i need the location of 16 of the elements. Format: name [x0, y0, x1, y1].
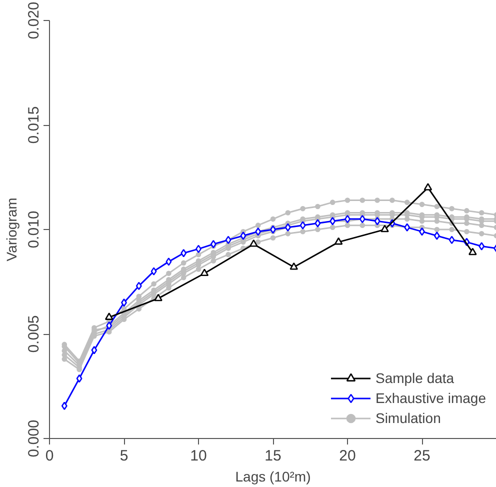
y-tick-label: 0.005 [26, 315, 42, 353]
legend-label: Simulation [375, 410, 441, 426]
x-tick-label: 0 [45, 448, 54, 464]
y-tick-label: 0.010 [26, 210, 42, 248]
y-tick-label: 0.015 [26, 106, 42, 144]
y-tick-label: 0.000 [26, 420, 42, 458]
x-tick-label: 5 [120, 448, 128, 464]
y-tick-label: 0.020 [26, 2, 42, 40]
y-axis-title: Variogram [4, 198, 20, 262]
legend-label: Exhaustive image [375, 390, 486, 406]
x-axis-title: Lags (10²m) [235, 468, 311, 484]
legend-label: Sample data [375, 370, 454, 386]
x-tick-label: 20 [339, 448, 356, 464]
x-tick-label: 10 [190, 448, 207, 464]
x-tick-label: 15 [264, 448, 282, 464]
x-tick-label: 25 [414, 448, 430, 464]
